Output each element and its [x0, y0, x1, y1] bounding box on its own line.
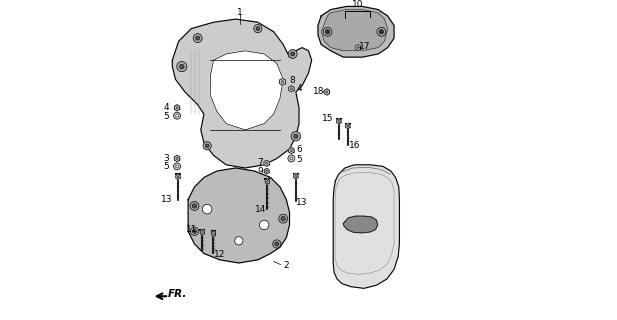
Text: 13: 13 [296, 198, 308, 207]
Text: 11: 11 [186, 225, 197, 234]
Circle shape [279, 214, 288, 223]
Polygon shape [333, 165, 399, 288]
Circle shape [323, 27, 332, 36]
Circle shape [193, 34, 202, 43]
Circle shape [173, 163, 181, 170]
Text: FR.: FR. [168, 289, 188, 299]
Polygon shape [176, 174, 180, 180]
Polygon shape [346, 124, 350, 129]
Text: 18: 18 [313, 87, 325, 96]
Circle shape [203, 142, 211, 150]
Circle shape [294, 134, 298, 139]
Text: 4: 4 [297, 84, 302, 93]
Circle shape [265, 162, 268, 164]
Text: 12: 12 [213, 250, 225, 259]
Polygon shape [175, 155, 180, 162]
Circle shape [234, 237, 243, 245]
Text: 13: 13 [161, 195, 172, 204]
Circle shape [267, 181, 268, 182]
Circle shape [379, 29, 384, 34]
Circle shape [259, 220, 269, 230]
Circle shape [290, 149, 292, 152]
Polygon shape [289, 86, 294, 92]
Polygon shape [211, 231, 216, 236]
Text: 10: 10 [352, 0, 363, 9]
Circle shape [288, 50, 297, 58]
Polygon shape [172, 19, 312, 168]
Circle shape [176, 107, 178, 109]
Polygon shape [318, 6, 394, 57]
Circle shape [213, 233, 214, 235]
Text: 4: 4 [164, 103, 170, 112]
Circle shape [202, 204, 212, 214]
Circle shape [191, 227, 199, 236]
Text: 3: 3 [164, 154, 170, 163]
Circle shape [295, 175, 297, 177]
Circle shape [177, 176, 179, 178]
Circle shape [275, 242, 279, 246]
Circle shape [205, 144, 209, 148]
Circle shape [176, 114, 178, 117]
Circle shape [326, 91, 328, 93]
Polygon shape [200, 230, 205, 235]
Circle shape [193, 204, 197, 208]
Polygon shape [321, 10, 387, 51]
Circle shape [176, 61, 187, 72]
Circle shape [202, 231, 203, 233]
Circle shape [288, 155, 295, 162]
Circle shape [254, 25, 262, 33]
Circle shape [357, 46, 359, 49]
Text: 14: 14 [255, 205, 266, 214]
Circle shape [347, 125, 349, 127]
Polygon shape [337, 119, 341, 124]
Circle shape [291, 52, 295, 56]
Text: 5: 5 [164, 112, 170, 121]
Text: 6: 6 [297, 145, 302, 154]
Text: 8: 8 [289, 76, 295, 85]
Circle shape [325, 29, 329, 34]
Circle shape [273, 240, 281, 248]
Circle shape [196, 36, 200, 40]
Text: 5: 5 [164, 162, 170, 171]
Circle shape [290, 88, 292, 90]
Polygon shape [324, 89, 329, 95]
Text: 1: 1 [237, 8, 242, 17]
Circle shape [281, 216, 286, 221]
Polygon shape [265, 179, 270, 184]
Text: 16: 16 [349, 141, 360, 150]
Circle shape [173, 112, 181, 119]
Circle shape [176, 157, 178, 160]
Polygon shape [343, 216, 378, 233]
Circle shape [180, 64, 184, 69]
Circle shape [377, 27, 386, 36]
Polygon shape [355, 44, 361, 51]
Polygon shape [280, 78, 286, 85]
Text: 7: 7 [257, 158, 263, 167]
Circle shape [290, 157, 292, 160]
Circle shape [291, 132, 300, 141]
Text: 9: 9 [257, 167, 263, 176]
Circle shape [338, 121, 340, 122]
Polygon shape [264, 168, 269, 174]
Text: 5: 5 [297, 155, 302, 164]
Polygon shape [289, 148, 294, 154]
Polygon shape [210, 51, 283, 130]
Text: 17: 17 [359, 43, 371, 52]
Circle shape [281, 81, 284, 83]
Polygon shape [294, 174, 298, 179]
Text: 15: 15 [323, 114, 334, 124]
Circle shape [266, 170, 268, 172]
Circle shape [193, 229, 197, 233]
Circle shape [176, 165, 178, 168]
Polygon shape [175, 105, 180, 111]
Circle shape [190, 202, 199, 211]
Polygon shape [264, 160, 270, 166]
Text: 2: 2 [283, 261, 289, 270]
Polygon shape [188, 168, 289, 263]
Circle shape [256, 27, 260, 30]
